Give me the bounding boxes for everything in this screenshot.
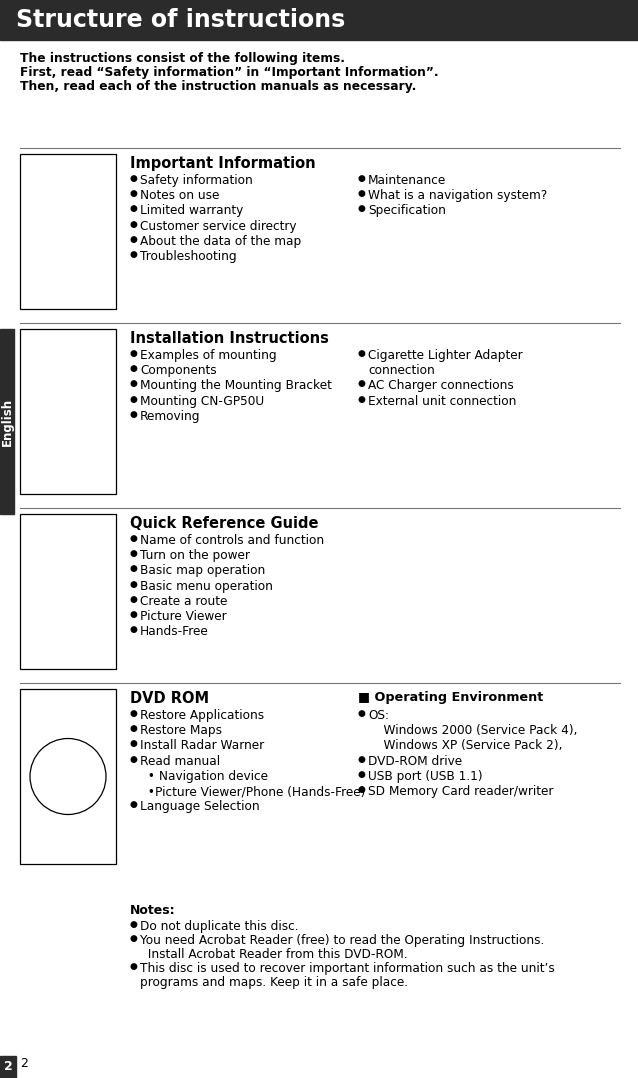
Text: 2: 2 [20,1058,28,1070]
Text: Quick Reference Guide: Quick Reference Guide [130,516,318,531]
Text: Hands-Free: Hands-Free [140,625,209,638]
Text: AC Charger connections: AC Charger connections [368,379,514,392]
Bar [20,689,116,863]
Text: Maintenance: Maintenance [368,174,446,186]
Text: Examples of mounting: Examples of mounting [140,349,277,362]
Text: ●: ● [358,785,366,794]
Text: ●: ● [130,349,138,358]
Text: ●: ● [130,962,138,971]
Text: Do not duplicate this disc.: Do not duplicate this disc. [140,920,299,932]
Text: Windows XP (Service Pack 2),: Windows XP (Service Pack 2), [368,740,562,752]
Text: Customer service directry: Customer service directry [140,220,297,233]
Text: Then, read each of the instruction manuals as necessary.: Then, read each of the instruction manua… [20,80,417,93]
Text: Structure of instructions: Structure of instructions [16,8,345,32]
Text: The instructions consist of the following items.: The instructions consist of the followin… [20,52,345,65]
Bar [0,1056,16,1078]
Text: Components: Components [140,364,217,377]
Bar [20,154,116,309]
Text: Restore Maps: Restore Maps [140,724,222,737]
Text: Important Information: Important Information [130,156,316,171]
Text: Name of controls and function: Name of controls and function [140,534,324,547]
Text: What is a navigation system?: What is a navigation system? [368,190,547,203]
Text: Read manual: Read manual [140,755,220,768]
Text: Turn on the power: Turn on the power [140,549,250,563]
Text: ●: ● [130,724,138,733]
Text: connection: connection [368,364,434,377]
Text: Language Selection: Language Selection [140,800,260,813]
Text: English: English [1,398,13,445]
Text: ●: ● [130,410,138,418]
Text: Removing: Removing [140,410,200,423]
Text: Install Radar Warner: Install Radar Warner [140,740,264,752]
Text: Notes on use: Notes on use [140,190,219,203]
Text: Cigarette Lighter Adapter: Cigarette Lighter Adapter [368,349,523,362]
Text: ●: ● [130,364,138,373]
Text: ●: ● [130,205,138,213]
Text: ●: ● [130,740,138,748]
Text: ●: ● [130,800,138,810]
Text: Picture Viewer: Picture Viewer [140,610,226,623]
Text: ●: ● [130,220,138,229]
Text: 2: 2 [4,1061,12,1074]
Bar [0,329,14,514]
Text: ●: ● [358,770,366,778]
Text: ●: ● [130,549,138,558]
Text: Installation Instructions: Installation Instructions [130,331,329,346]
Text: ●: ● [358,174,366,183]
Text: You need Acrobat Reader (free) to read the Operating Instructions.: You need Acrobat Reader (free) to read t… [140,934,544,946]
Text: ●: ● [358,190,366,198]
Text: ●: ● [130,235,138,244]
Text: ●: ● [130,920,138,929]
Text: ●: ● [358,349,366,358]
Text: Create a route: Create a route [140,595,227,608]
Text: About the data of the map: About the data of the map [140,235,301,248]
Text: Specification: Specification [368,205,446,218]
Text: ●: ● [130,625,138,634]
Text: ●: ● [130,580,138,589]
Bar [0,0,638,40]
Text: ●: ● [130,250,138,259]
Text: ●: ● [358,205,366,213]
Text: ●: ● [130,565,138,573]
Text: ●: ● [130,190,138,198]
Bar [20,514,116,669]
Text: External unit connection: External unit connection [368,395,516,407]
Text: OS:: OS: [368,709,389,722]
Text: ●: ● [130,595,138,604]
Text: • Navigation device: • Navigation device [140,770,268,783]
Text: ●: ● [358,379,366,388]
Text: Basic menu operation: Basic menu operation [140,580,273,593]
Text: This disc is used to recover important information such as the unit’s: This disc is used to recover important i… [140,962,555,975]
Text: ●: ● [130,610,138,619]
Text: ●: ● [130,534,138,543]
Text: Safety information: Safety information [140,174,253,186]
Text: ●: ● [358,395,366,403]
Text: Notes:: Notes: [130,904,175,917]
Text: Basic map operation: Basic map operation [140,565,265,578]
Text: Windows 2000 (Service Pack 4),: Windows 2000 (Service Pack 4), [368,724,577,737]
Text: Install Acrobat Reader from this DVD-ROM.: Install Acrobat Reader from this DVD-ROM… [140,948,408,960]
Text: Troubleshooting: Troubleshooting [140,250,237,263]
Text: ●: ● [358,709,366,718]
Text: Limited warranty: Limited warranty [140,205,243,218]
Text: ■ Operating Environment: ■ Operating Environment [358,691,543,704]
Text: programs and maps. Keep it in a safe place.: programs and maps. Keep it in a safe pla… [140,976,408,989]
Text: First, read “Safety information” in “Important Information”.: First, read “Safety information” in “Imp… [20,66,439,79]
Text: ●: ● [130,709,138,718]
Text: Mounting the Mounting Bracket: Mounting the Mounting Bracket [140,379,332,392]
Text: ●: ● [130,395,138,403]
Text: Mounting CN-GP50U: Mounting CN-GP50U [140,395,264,407]
Text: DVD-ROM drive: DVD-ROM drive [368,755,462,768]
Text: •Picture Viewer/Phone (Hands-Free): •Picture Viewer/Phone (Hands-Free) [140,785,366,798]
Text: Restore Applications: Restore Applications [140,709,264,722]
Text: ●: ● [358,755,366,763]
Text: ●: ● [130,174,138,183]
Bar [20,329,116,494]
Text: ●: ● [130,934,138,943]
Text: DVD ROM: DVD ROM [130,691,209,706]
Text: ●: ● [130,379,138,388]
Text: ●: ● [130,755,138,763]
Text: USB port (USB 1.1): USB port (USB 1.1) [368,770,482,783]
Text: SD Memory Card reader/writer: SD Memory Card reader/writer [368,785,553,798]
